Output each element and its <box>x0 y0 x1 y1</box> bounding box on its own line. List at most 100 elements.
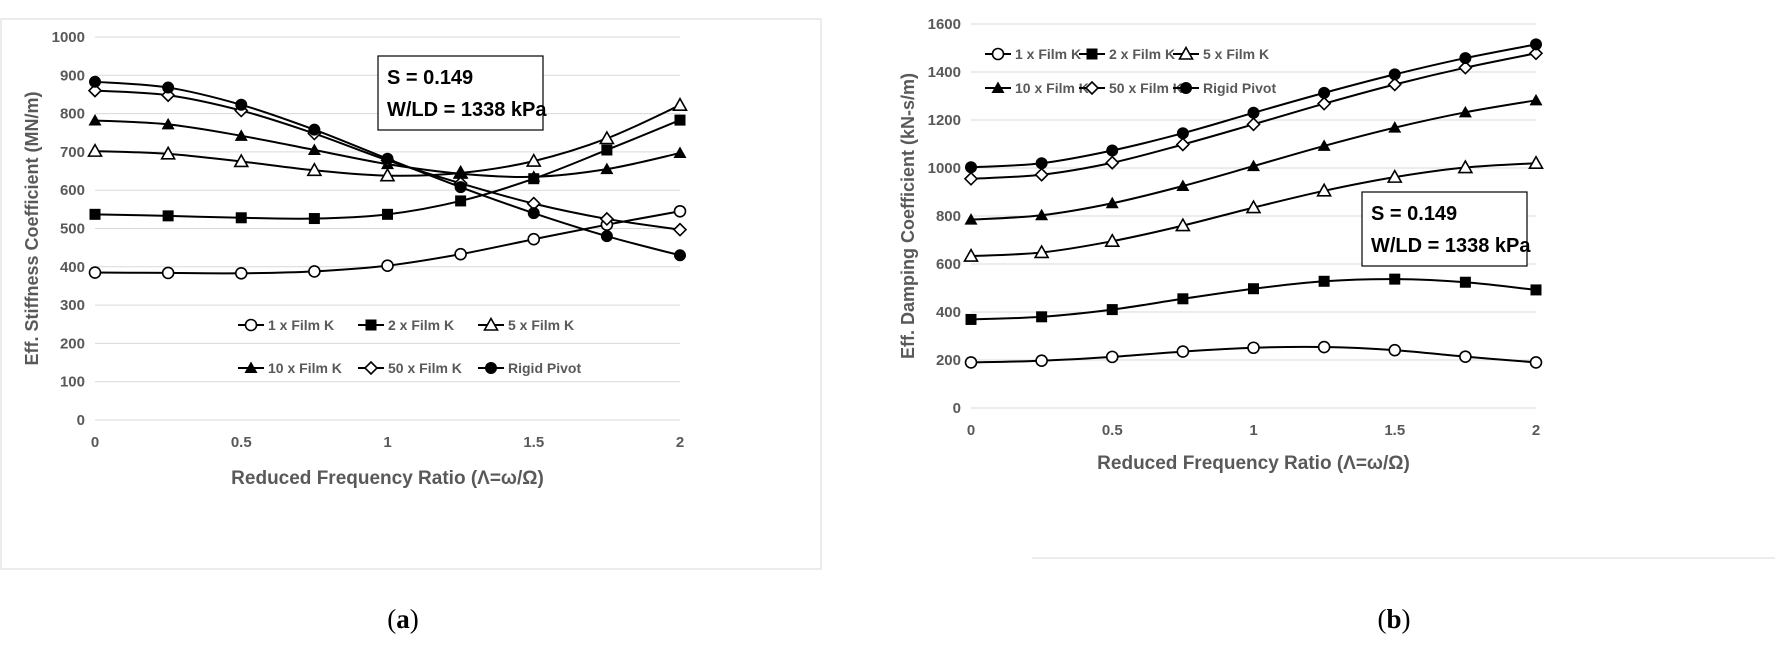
y-tick-label: 1200 <box>928 112 961 129</box>
data-point-1-x-film-k <box>527 232 541 246</box>
data-point-1-x-film-k <box>1105 350 1119 364</box>
data-point-2-x-film-k <box>308 213 320 225</box>
legend-marker-5-x-film-k <box>483 316 499 331</box>
caption-a: (a) <box>387 604 419 634</box>
x-tick-label: 0 <box>967 422 975 439</box>
data-point-1-x-film-k <box>88 266 102 279</box>
data-point-5-x-film-k <box>963 247 979 262</box>
y-tick-label: 0 <box>953 400 961 417</box>
data-point-5-x-film-k <box>306 162 323 177</box>
data-point-2-x-film-k <box>455 195 467 207</box>
data-point-50-x-film-k <box>1175 137 1191 152</box>
data-point-rigid-pivot <box>1318 86 1331 99</box>
y-axis-title: Eff. Stiffness Coefficient (MN/m) <box>22 91 42 365</box>
y-tick-label: 1000 <box>52 29 85 46</box>
data-point-1-x-film-k <box>1529 356 1543 369</box>
data-point-2-x-film-k <box>382 208 393 220</box>
x-axis-title: Reduced Frequency Ratio (Λ=ω/Ω) <box>1097 453 1410 474</box>
data-point-5-x-film-k <box>1386 168 1403 183</box>
legend-marker-1-x-film-k <box>244 318 258 332</box>
y-tick-label: 400 <box>60 259 85 276</box>
legend-label-2-x-film-k: 2 x Film K <box>388 317 454 333</box>
data-point-rigid-pivot <box>1388 68 1401 81</box>
data-point-2-x-film-k <box>1036 311 1048 323</box>
data-point-5-x-film-k <box>1457 159 1474 174</box>
data-point-2-x-film-k <box>162 210 174 222</box>
y-tick-label: 600 <box>60 182 85 199</box>
data-point-10-x-film-k <box>1176 179 1190 191</box>
data-point-5-x-film-k <box>379 167 396 182</box>
annotation-sommerfeld: S = 0.149 <box>1371 203 1457 225</box>
data-point-5-x-film-k <box>1528 155 1544 169</box>
data-point-rigid-pivot <box>162 81 175 94</box>
legend-label-rigid-pivot: Rigid Pivot <box>1203 80 1276 96</box>
y-tick-label: 700 <box>60 144 85 161</box>
data-point-2-x-film-k <box>674 114 686 126</box>
legend-marker-5-x-film-k <box>1178 45 1194 60</box>
data-point-10-x-film-k <box>527 170 541 182</box>
y-axis-title: Eff. Damping Coefficient (kN-s/m) <box>898 73 918 359</box>
annotation-box <box>1361 191 1528 267</box>
y-tick-label: 0 <box>77 412 85 429</box>
annotation-box <box>377 55 544 131</box>
x-tick-label: 2 <box>1532 422 1540 439</box>
data-point-10-x-film-k <box>673 146 687 159</box>
data-point-10-x-film-k <box>307 143 321 155</box>
annotation-load: W/LD = 1338 kPa <box>387 99 547 121</box>
legend-marker-1-x-film-k <box>991 47 1005 61</box>
legend-label-5-x-film-k: 5 x Film K <box>508 317 574 333</box>
x-tick-label: 1.5 <box>523 434 544 451</box>
data-point-rigid-pivot <box>381 152 394 165</box>
y-tick-label: 400 <box>936 304 961 321</box>
caption-b-letter: b <box>1386 604 1401 634</box>
legend-marker-rigid-pivot <box>485 362 497 374</box>
data-point-rigid-pivot <box>1106 144 1119 157</box>
y-tick-label: 600 <box>936 256 961 273</box>
data-point-10-x-film-k <box>454 167 468 179</box>
annotation-sommerfeld: S = 0.149 <box>387 67 473 89</box>
data-point-5-x-film-k <box>599 130 615 145</box>
y-tick-label: 500 <box>60 221 85 238</box>
data-point-5-x-film-k <box>1245 199 1262 214</box>
data-point-1-x-film-k <box>308 265 321 278</box>
legend-marker-rigid-pivot <box>1180 82 1192 94</box>
y-tick-label: 1000 <box>928 160 961 177</box>
data-point-1-x-film-k <box>454 247 467 261</box>
legend-marker-2-x-film-k <box>365 319 377 331</box>
data-point-5-x-film-k <box>160 145 176 160</box>
data-point-2-x-film-k <box>1530 284 1542 296</box>
data-point-5-x-film-k <box>1104 233 1121 247</box>
x-tick-label: 0.5 <box>1102 422 1123 439</box>
x-tick-label: 1.5 <box>1384 422 1405 439</box>
panel-a-frame <box>0 18 822 570</box>
x-tick-label: 2 <box>676 434 684 451</box>
data-point-2-x-film-k <box>1318 275 1330 287</box>
y-tick-label: 200 <box>60 335 85 352</box>
data-point-rigid-pivot <box>1035 157 1048 170</box>
data-point-rigid-pivot <box>308 123 321 136</box>
data-point-50-x-film-k <box>1034 167 1049 182</box>
data-point-10-x-film-k <box>234 129 248 141</box>
legend-marker-50-x-film-k <box>363 360 379 376</box>
data-point-rigid-pivot <box>527 207 540 220</box>
data-point-50-x-film-k <box>1246 117 1261 132</box>
data-point-2-x-film-k <box>601 144 613 156</box>
legend-label-1-x-film-k: 1 x Film K <box>268 317 334 333</box>
y-tick-label: 1400 <box>928 64 961 81</box>
data-point-50-x-film-k <box>1387 77 1402 92</box>
legend-label-5-x-film-k: 5 x Film K <box>1203 46 1269 62</box>
legend-label-2-x-film-k: 2 x Film K <box>1109 46 1175 62</box>
legend-marker-50-x-film-k <box>1084 80 1100 96</box>
data-point-50-x-film-k <box>672 222 688 237</box>
y-tick-label: 800 <box>936 208 961 225</box>
data-point-1-x-film-k <box>964 356 978 369</box>
data-point-50-x-film-k <box>87 83 103 98</box>
data-point-10-x-film-k <box>600 162 614 175</box>
y-tick-label: 900 <box>60 67 85 84</box>
data-point-1-x-film-k <box>1317 340 1331 354</box>
data-point-rigid-pivot <box>674 249 686 262</box>
data-point-5-x-film-k <box>1033 244 1050 259</box>
data-point-50-x-film-k <box>1316 96 1332 111</box>
data-point-2-x-film-k <box>1389 273 1401 285</box>
data-point-10-x-film-k <box>88 113 102 126</box>
